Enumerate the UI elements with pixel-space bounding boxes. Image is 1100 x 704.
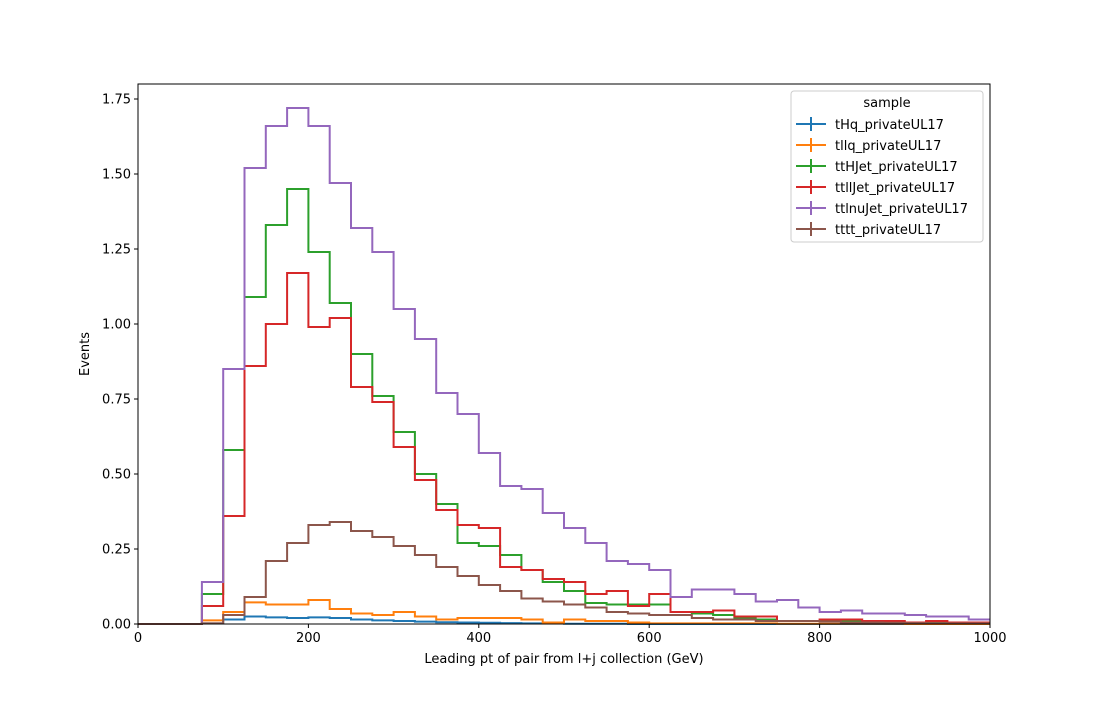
- x-tick-label: 0: [134, 631, 142, 646]
- legend-title: sample: [863, 96, 910, 111]
- x-tick-label: 1000: [973, 631, 1006, 646]
- legend: sample tHq_privateUL17 tllq_privateUL17tt…: [790, 90, 984, 243]
- y-tick-label: 1.50: [102, 168, 131, 183]
- series-layer: [138, 107, 990, 625]
- legend-label: tttt_privateUL17: [835, 223, 941, 238]
- legend-label: ttllJet_privateUL17: [835, 181, 955, 196]
- y-tick-label: 1.25: [102, 243, 131, 258]
- y-tick-label: 0.00: [102, 618, 131, 633]
- y-tick-label: 0.75: [102, 393, 131, 408]
- series-line-ttlnuJet_privateUL17: [138, 107, 990, 625]
- series-line-tttt_privateUL17: [138, 521, 990, 625]
- x-axis-ticks: 0 200 400 600 800 1000: [134, 624, 1007, 646]
- x-tick-label: 600: [637, 631, 662, 646]
- plot-frame: [137, 83, 991, 625]
- legend-label: ttlnuJet_privateUL17: [835, 202, 968, 217]
- y-axis-ticks: 0.00 0.25 0.50 0.75 1.00 1.25 1.50 1.75: [102, 93, 138, 633]
- series-line-ttllJet_privateUL17: [138, 272, 990, 625]
- legend-label: tHq_privateUL17: [835, 118, 944, 133]
- legend-box: [790, 90, 984, 243]
- x-tick-label: 200: [296, 631, 321, 646]
- x-tick-label: 400: [466, 631, 491, 646]
- y-tick-label: 0.50: [102, 468, 131, 483]
- x-tick-label: 800: [807, 631, 832, 646]
- y-tick-label: 1.00: [102, 318, 131, 333]
- y-tick-label: 1.75: [102, 93, 131, 108]
- legend-label: ttHJet_privateUL17: [835, 160, 958, 175]
- y-tick-label: 0.25: [102, 543, 131, 558]
- legend-label: tllq_privateUL17: [835, 139, 941, 154]
- y-axis-label: Events: [78, 332, 93, 376]
- x-axis-label: Leading pt of pair from l+j collection (…: [424, 652, 703, 667]
- series-line-ttHJet_privateUL17: [138, 188, 990, 625]
